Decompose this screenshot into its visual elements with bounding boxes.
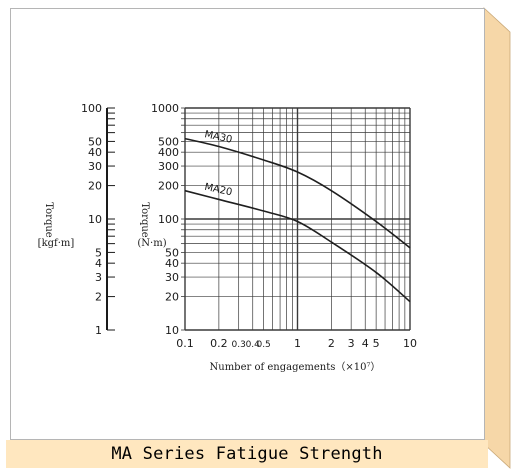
y-left-tick-label: 1 — [95, 324, 102, 337]
series-line-ma20 — [184, 189, 411, 303]
caption-band: MA Series Fatigue Strength — [6, 440, 488, 468]
y-right-tick-label: 50 — [165, 246, 179, 259]
series-line-ma30 — [184, 137, 411, 249]
left-axis-title: Torque — [43, 202, 54, 238]
y-left-tick-label: 10 — [88, 213, 102, 226]
x-tick-label: 3 — [348, 337, 355, 350]
y-left-tick-label: 5 — [95, 246, 102, 259]
axes: Torque [kgf·m] Torque (N·m) Number of en… — [38, 108, 381, 373]
y-right-tick-label: 500 — [158, 135, 179, 148]
x-tick-label: 10 — [403, 337, 417, 350]
y-right-tick-label: 30 — [165, 271, 179, 284]
x-tick-label: 0.5 — [256, 340, 270, 350]
y-left-tick-label: 100 — [81, 102, 102, 115]
y-left-tick-label: 4 — [95, 257, 102, 270]
y-left-tick-label: 20 — [88, 180, 102, 193]
x-tick-label: 0.4 — [246, 340, 261, 350]
right-axis-title: Torque — [139, 202, 150, 238]
x-tick-label: 1 — [294, 337, 301, 350]
y-left-tick-label: 30 — [88, 160, 102, 173]
y-right-tick-label: 300 — [158, 160, 179, 173]
x-tick-label: 4 — [362, 337, 369, 350]
y-right-tick-label: 200 — [158, 180, 179, 193]
left-axis-unit: [kgf·m] — [38, 238, 75, 249]
x-tick-label: 0.1 — [176, 337, 194, 350]
y-right-tick-label: 10 — [165, 324, 179, 337]
tick-labels: 0.1 0.2 0.3 0.40.5 1 2 3 4 5 10102030405010020030… — [81, 102, 417, 350]
x-tick-label: 0.2 — [210, 337, 228, 350]
y-left-tick-label: 3 — [95, 271, 102, 284]
x-tick-label: 0.3 — [232, 340, 246, 350]
y-right-tick-label: 20 — [165, 291, 179, 304]
y-left-tick-label: 2 — [95, 291, 102, 304]
right-axis-unit: (N·m) — [137, 238, 166, 249]
y-left-tick-label: 50 — [88, 135, 102, 148]
y-right-tick-label: 40 — [165, 257, 179, 270]
chart-caption: MA Series Fatigue Strength — [111, 444, 383, 464]
y-right-tick-label: 100 — [158, 213, 179, 226]
y-right-tick-label: 1000 — [151, 102, 179, 115]
x-axis-title: Number of engagements（×10⁷） — [210, 361, 381, 373]
y-right-tick-label: 400 — [158, 146, 179, 159]
x-tick-label: 5 — [373, 337, 380, 350]
y-left-tick-label: 40 — [88, 146, 102, 159]
x-tick-label: 2 — [328, 337, 335, 350]
